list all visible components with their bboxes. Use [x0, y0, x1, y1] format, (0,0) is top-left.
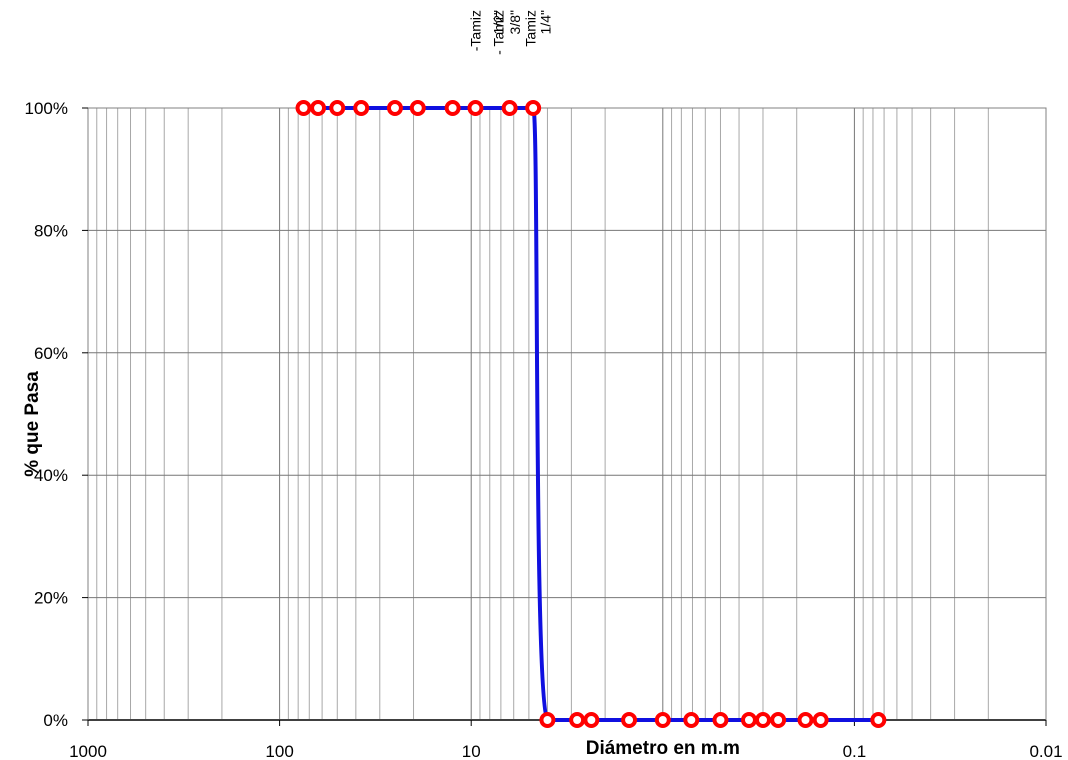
data-point: [409, 100, 426, 116]
y-tick-label: 20%: [34, 589, 68, 608]
y-tick-label: 0%: [43, 711, 68, 730]
sieve-annotation: 1/2": [491, 10, 507, 34]
data-point: [444, 100, 461, 116]
data-point: [295, 100, 312, 116]
data-point: [712, 712, 729, 728]
y-tick-label: 80%: [34, 221, 68, 240]
data-point: [654, 712, 671, 728]
data-point: [621, 712, 638, 728]
data-point: [501, 100, 518, 116]
data-point: [740, 712, 757, 728]
x-tick-label: 100: [265, 742, 293, 760]
data-point: [353, 100, 370, 116]
y-axis-ticks: 0% 20% 40% 60% 80% 100%: [25, 99, 88, 730]
x-axis-ticks: 1000 100 10 0.1 0.01: [69, 720, 1063, 760]
grid: [88, 107, 1047, 721]
sieve-annotation: - Tamiz: [491, 10, 507, 55]
x-tick-label: 10: [462, 742, 481, 760]
sieve-annotation: 3/8": [507, 10, 523, 34]
sieve-annotation: -Tamiz: [467, 10, 483, 51]
data-point: [797, 712, 814, 728]
data-point: [583, 712, 600, 728]
data-point: [569, 712, 586, 728]
data-point: [812, 712, 829, 728]
series: [295, 100, 887, 728]
plot-frame: [87, 107, 1047, 721]
sieve-annotation: 1/4": [537, 10, 553, 34]
x-tick-label: 0.01: [1029, 742, 1062, 760]
data-point: [870, 712, 887, 728]
y-tick-label: 40%: [34, 466, 68, 485]
data-point: [329, 100, 346, 116]
data-point: [683, 712, 700, 728]
data-point: [754, 712, 771, 728]
y-axis-title: % que Pasa: [22, 371, 43, 477]
series-line: [303, 105, 879, 722]
x-axis-title: Diámetro en m.m: [586, 738, 740, 759]
y-tick-label: 100%: [25, 99, 68, 118]
sieve-annotation: Tamiz: [523, 10, 539, 47]
x-tick-label: 0.1: [843, 742, 867, 760]
data-point: [310, 100, 327, 116]
data-point: [467, 100, 484, 116]
data-point: [525, 100, 542, 116]
data-point: [539, 712, 556, 728]
y-tick-label: 60%: [34, 344, 68, 363]
data-point: [770, 712, 787, 728]
data-point: [386, 100, 403, 116]
x-tick-label: 1000: [69, 742, 107, 760]
